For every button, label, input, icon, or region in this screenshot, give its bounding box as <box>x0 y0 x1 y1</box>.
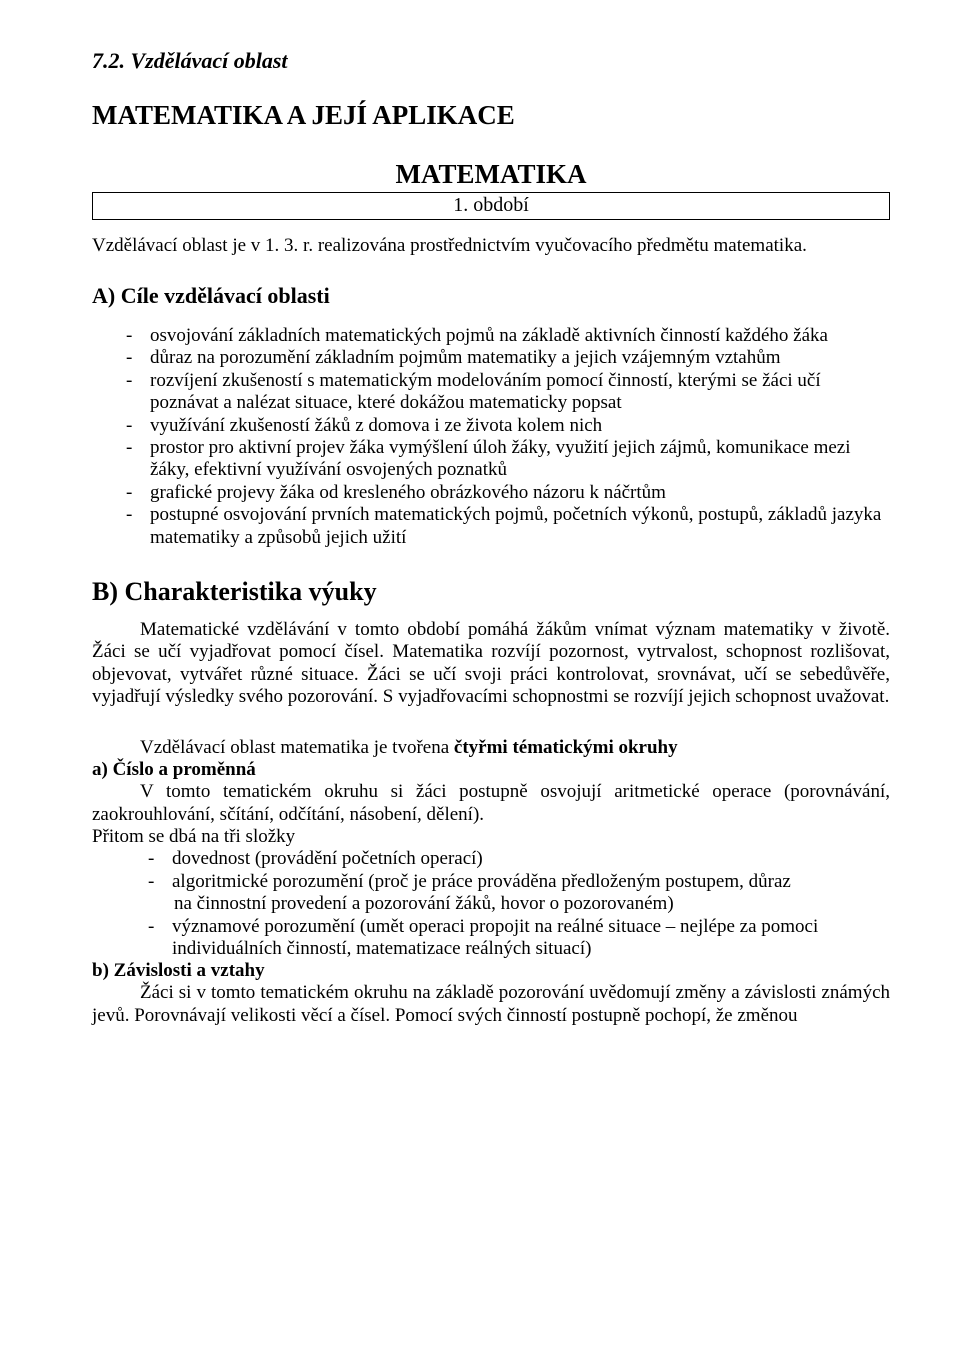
list-item: dovednost (provádění početních operací) <box>92 848 890 870</box>
list-item: prostor pro aktivní projev žáka vymýšlen… <box>92 437 890 482</box>
topic-b-label: b) Závislosti a vztahy <box>92 960 890 982</box>
section-b-para1: Matematické vzdělávání v tomto období po… <box>92 619 890 709</box>
main-title-area: MATEMATIKA A JEJÍ APLIKACE <box>92 100 890 131</box>
topics-intro: Vzdělávací oblast matematika je tvořena … <box>92 737 890 759</box>
list-item-main: významové porozumění (umět operaci propo… <box>172 916 818 959</box>
topic-a-para: V tomto tematickém okruhu si žáci postup… <box>92 781 890 826</box>
section-number: 7.2. Vzdělávací oblast <box>92 48 890 74</box>
topic-a-list: dovednost (provádění početních operací) … <box>92 848 890 960</box>
section-b-heading: B) Charakteristika výuky <box>92 577 890 607</box>
subject-title: MATEMATIKA <box>92 159 890 190</box>
list-item-sub: na činnostní provedení a pozorování žáků… <box>172 893 890 915</box>
topic-b-para: Žáci si v tomto tematickém okruhu na zák… <box>92 982 890 1027</box>
list-item: důraz na porozumění základním pojmům mat… <box>92 347 890 369</box>
section-a-list: osvojování základních matematických pojm… <box>92 325 890 549</box>
list-item: významové porozumění (umět operaci propo… <box>92 916 890 961</box>
topic-a-sublabel: Přitom se dbá na tři složky <box>92 826 890 848</box>
topics-intro-bold: čtyřmi tématickými okruhy <box>454 737 678 758</box>
list-item: postupné osvojování prvních matematickýc… <box>92 504 890 549</box>
list-item: osvojování základních matematických pojm… <box>92 325 890 347</box>
list-item: grafické projevy žáka od kresleného obrá… <box>92 482 890 504</box>
topics-intro-prefix: Vzdělávací oblast matematika je tvořena <box>140 737 454 758</box>
topic-b: b) Závislosti a vztahy Žáci si v tomto t… <box>92 960 890 1027</box>
list-item-main: dovednost (provádění početních operací) <box>172 848 483 869</box>
topic-a-label: a) Číslo a proměnná <box>92 759 890 781</box>
period-box: 1. období <box>92 192 890 220</box>
topic-a: a) Číslo a proměnná V tomto tematickém o… <box>92 759 890 960</box>
list-item: algoritmické porozumění (proč je práce p… <box>92 871 890 916</box>
intro-paragraph: Vzdělávací oblast je v 1. 3. r. realizov… <box>92 235 890 257</box>
section-a-heading: A) Cíle vzdělávací oblasti <box>92 283 890 309</box>
list-item: rozvíjení zkušeností s matematickým mode… <box>92 370 890 415</box>
list-item-main: algoritmické porozumění (proč je práce p… <box>172 871 791 892</box>
list-item: využívání zkušeností žáků z domova i ze … <box>92 415 890 437</box>
subject-box: MATEMATIKA 1. období <box>92 159 890 220</box>
topics-intro-para: Vzdělávací oblast matematika je tvořena … <box>92 737 890 759</box>
